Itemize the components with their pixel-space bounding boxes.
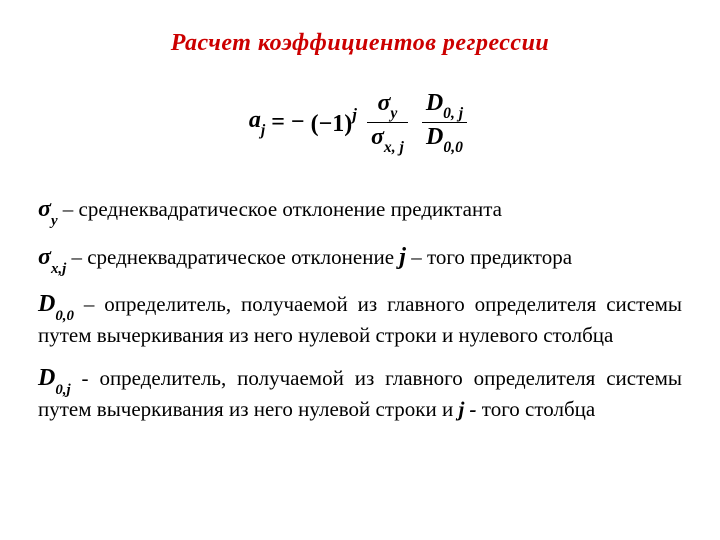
formula-lhs: aj	[249, 107, 265, 138]
sub-j: j	[261, 122, 265, 139]
base-neg1: (−1)	[311, 111, 353, 137]
sub-00: 0,0	[443, 139, 463, 156]
frac1-num: σy	[373, 91, 401, 122]
equals-sign: =	[271, 109, 285, 136]
j-var: j	[399, 244, 406, 270]
sigma-y: σ	[377, 90, 390, 116]
sigma: σ	[38, 196, 51, 222]
sigma-xj: σ	[371, 124, 384, 150]
def-text: – среднеквадратическое отклонение предик…	[58, 197, 502, 221]
d: D	[38, 291, 55, 317]
sub: y	[51, 213, 58, 229]
minus-sign: −	[291, 109, 305, 136]
def-text-a: – среднеквадратическое отклонение	[66, 245, 399, 269]
var-a: a	[249, 107, 261, 133]
def-d00: D0,0 – определитель, получаемой из главн…	[38, 289, 682, 349]
sub-xj: x, j	[384, 139, 404, 156]
symbol-sigma-xj: σx,j	[38, 244, 66, 270]
sigma: σ	[38, 244, 51, 270]
fraction-d: D0, j D0,0	[418, 91, 471, 154]
fraction-sigma: σy σx, j	[363, 91, 412, 154]
sub: x,j	[51, 261, 66, 277]
frac1-den: σx, j	[367, 122, 408, 154]
symbol-d0j: D0,j	[38, 365, 71, 391]
sub-0j: 0, j	[443, 105, 463, 122]
d: D	[38, 365, 55, 391]
def-text-b: того столбца	[477, 397, 596, 421]
sub: 0,0	[55, 308, 74, 324]
sub-y: y	[390, 105, 397, 122]
def-text-b: – того предиктора	[406, 245, 572, 269]
d-00: D	[426, 124, 443, 150]
symbol-sigma-y: σy	[38, 196, 58, 222]
frac2-num: D0, j	[422, 91, 467, 122]
frac2-den: D0,0	[422, 122, 467, 154]
def-d0j: D0,j - определитель, получаемой из главн…	[38, 363, 682, 423]
regression-formula: aj = − (−1)j σy σx, j D0, j D0,0	[249, 91, 471, 154]
exp-j: j	[352, 105, 357, 124]
slide-title: Расчет коэффициентов регрессии	[38, 30, 682, 57]
neg-one-power: (−1)j	[311, 107, 357, 138]
symbol-d00: D0,0	[38, 291, 74, 317]
definitions-block: σy – среднеквадратическое отклонение пре…	[38, 194, 682, 422]
d-0j: D	[426, 90, 443, 116]
slide-root: Расчет коэффициентов регрессии aj = − (−…	[0, 0, 720, 540]
j-var: j -	[458, 397, 476, 421]
formula-container: aj = − (−1)j σy σx, j D0, j D0,0	[38, 91, 682, 154]
def-sigma-xj: σx,j – среднеквадратическое отклонение j…	[38, 242, 682, 275]
def-sigma-y: σy – среднеквадратическое отклонение пре…	[38, 194, 682, 227]
def-text: – определитель, получаемой из главного о…	[38, 292, 682, 347]
sub: 0,j	[55, 382, 70, 398]
